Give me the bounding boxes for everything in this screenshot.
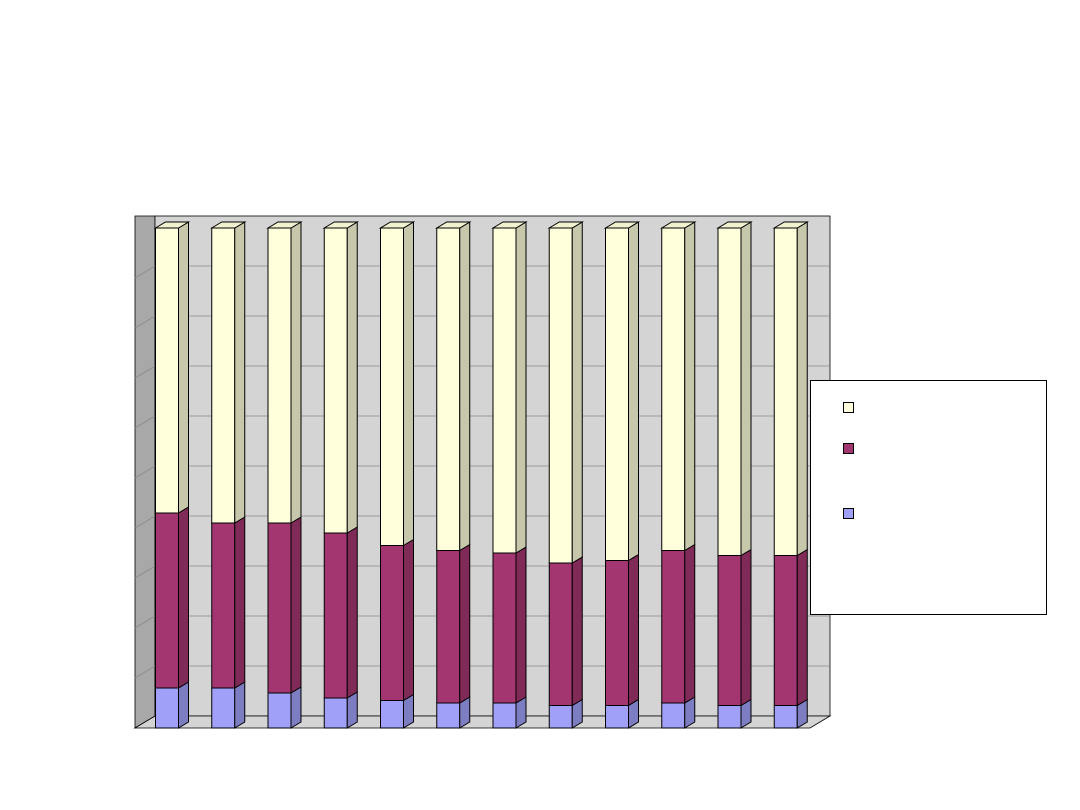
bar-segment-side <box>234 681 246 729</box>
bar-segment-side <box>740 221 752 557</box>
bar-segment-side <box>571 556 583 707</box>
bar-segment-side <box>290 686 302 729</box>
legend-item-middle-series <box>843 443 866 454</box>
bar-segment <box>605 560 629 706</box>
bar-segment <box>773 705 798 729</box>
bar-segment-side <box>178 506 189 689</box>
bar-segment-side <box>346 526 358 699</box>
legend-swatch-bottom <box>843 508 854 519</box>
bar-top <box>209 221 247 229</box>
bar-segment <box>548 227 573 564</box>
bar-segment <box>380 227 404 546</box>
bar-segment-side <box>346 221 358 534</box>
bar-segment <box>717 555 742 706</box>
legend-item-bottom-series <box>843 508 866 519</box>
legend-swatch-top <box>843 402 854 413</box>
gridline-side <box>134 465 156 479</box>
bar-segment-side <box>796 548 808 707</box>
gridline-side <box>134 265 156 279</box>
bar-segment <box>773 555 798 706</box>
gridline-side <box>134 615 156 629</box>
bar-top <box>716 221 753 229</box>
bar-top <box>266 221 303 229</box>
gridline-side <box>134 315 156 329</box>
gridline-side <box>134 515 156 529</box>
bar-segment <box>211 227 236 524</box>
bar-segment <box>323 227 348 534</box>
bar-top <box>772 221 810 229</box>
bar-top <box>153 221 191 229</box>
bar-segment <box>605 705 629 729</box>
bar-segment <box>661 702 686 729</box>
gridline-side <box>134 665 156 679</box>
bar-top <box>659 221 697 229</box>
bar-segment-side <box>403 538 414 702</box>
bar-segment <box>436 550 461 704</box>
bar-segment-side <box>459 543 471 704</box>
gridline-side <box>134 365 156 379</box>
bar-segment <box>661 550 686 704</box>
bar-segment-side <box>684 543 696 704</box>
bar-segment-side <box>290 221 302 524</box>
bar-top <box>603 221 641 229</box>
bar-segment <box>267 522 292 694</box>
bar-segment <box>492 227 517 554</box>
bar-segment-side <box>459 221 471 552</box>
bar-segment <box>155 687 179 729</box>
legend-item-top-series <box>843 402 866 413</box>
bar-segment-side <box>515 546 527 704</box>
bar-top <box>322 221 360 229</box>
bar-segment <box>548 562 573 706</box>
bar-segment-side <box>234 516 246 689</box>
bar-segment-side <box>684 221 696 552</box>
bar-segment-side <box>740 548 752 707</box>
bar-segment-side <box>628 221 639 562</box>
bar-segment <box>155 512 179 689</box>
bar-top <box>547 221 585 229</box>
bar-segment <box>211 522 236 689</box>
bar-segment-side <box>515 221 527 554</box>
bar-segment <box>548 705 573 729</box>
bar-segment <box>717 705 742 729</box>
bar-segment-side <box>178 221 189 514</box>
bar-segment <box>436 702 461 729</box>
bar-segment <box>492 702 517 729</box>
bar-segment-side <box>234 221 246 524</box>
bar-segment <box>380 545 404 701</box>
bar-top <box>434 221 472 229</box>
bar-top <box>491 221 528 229</box>
chart-floor <box>133 715 832 729</box>
bar-segment-side <box>403 221 414 547</box>
bar-segment <box>492 552 517 704</box>
bar-segment <box>267 692 292 729</box>
bar-segment-side <box>290 516 302 694</box>
bar-segment <box>155 227 179 514</box>
bar-segment <box>661 227 686 551</box>
bar-segment <box>211 687 236 729</box>
bar-segment <box>436 227 461 551</box>
legend-swatch-middle <box>843 443 854 454</box>
bar-segment <box>380 700 404 729</box>
bar-segment <box>323 532 348 699</box>
bar-segment <box>717 227 742 556</box>
bar-top <box>378 221 416 229</box>
bar-segment-side <box>796 221 808 557</box>
bar-segment <box>267 227 292 524</box>
bar-segment <box>773 227 798 556</box>
gridline-side <box>134 565 156 579</box>
chart-legend <box>810 380 1047 615</box>
bar-segment <box>605 227 629 561</box>
gridline-side <box>134 415 156 429</box>
bar-segment-side <box>628 553 639 707</box>
bar-segment-side <box>571 221 583 564</box>
bar-segment <box>323 697 348 729</box>
bar-segment-side <box>178 681 189 729</box>
